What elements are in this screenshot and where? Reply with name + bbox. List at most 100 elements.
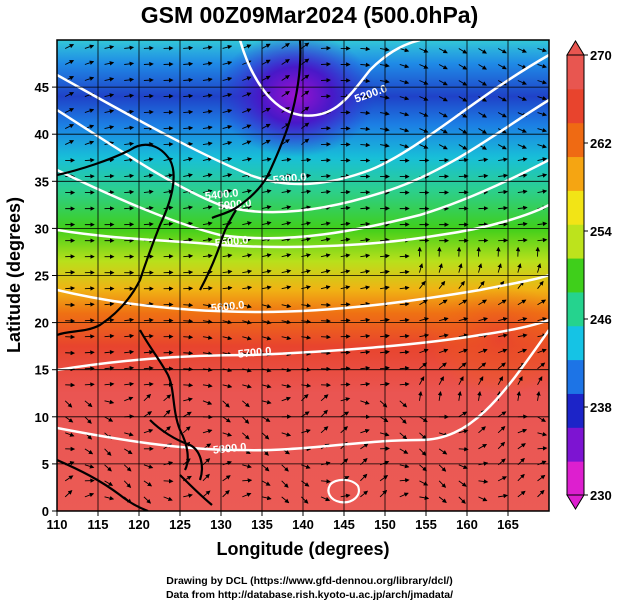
contour-label: 5300.0 [272,171,307,186]
wind-arrow [458,263,463,273]
wind-arrow [261,336,272,341]
wind-arrow [399,95,410,101]
chart-title: GSM 00Z09Mar2024 (500.0hPa) [140,2,479,28]
wind-arrow [320,496,331,502]
contour-line [57,203,549,249]
wind-arrow [163,157,174,162]
wind-arrow [301,42,310,49]
wind-arrow [281,237,292,242]
wind-arrow [419,376,425,385]
wind-arrow [360,142,371,148]
wind-arrow [379,489,388,498]
wind-arrow [537,317,548,322]
wind-arrow [124,125,135,131]
wind-arrow [242,253,253,258]
wind-arrow [202,125,213,130]
wind-arrow [458,128,468,134]
wind-arrow [183,318,194,324]
wind-arrow [458,362,467,370]
wind-arrow [320,269,331,274]
wind-arrow [242,157,252,162]
wind-arrow [379,79,390,84]
wind-arrow [261,269,272,274]
wind-arrow [340,411,350,418]
wind-arrow [438,263,443,273]
wind-arrow [360,381,371,387]
wind-arrow [84,44,95,49]
wind-arrow [360,126,371,132]
colorbar-segment [567,224,584,259]
coastline [139,329,189,471]
wind-arrow [242,108,252,113]
wind-arrow [124,189,135,195]
wind-arrow [360,62,371,68]
wind-arrow [340,189,351,195]
wind-arrow [143,382,154,387]
wind-arrow [399,285,410,291]
wind-arrow [419,333,430,338]
wind-arrow [281,189,292,194]
wind-arrow [143,173,154,178]
x-tick-label: 150 [374,517,396,532]
x-tick-label: 140 [292,517,314,532]
wind-arrow [320,426,329,434]
wind-arrow [360,349,371,355]
wind-arrow [537,95,547,101]
wind-arrow [380,349,390,355]
wind-arrow [399,492,409,498]
contour-line [57,318,549,372]
colorbar-segment [567,258,584,293]
coastline [199,209,237,291]
wind-arrow [242,92,252,97]
wind-arrow [202,490,211,498]
wind-arrow [124,61,135,67]
wind-arrow [301,106,310,113]
wind-arrow [261,384,272,389]
y-axis-ticks: 0 5 10 15 20 25 30 35 40 45 [35,80,57,519]
wind-arrow [340,269,351,274]
wind-arrow [458,280,465,289]
wind-arrow [281,496,290,504]
x-tick-label: 160 [456,517,478,532]
wind-arrow [380,253,390,259]
x-tick-label: 125 [169,517,191,532]
wind-arrow [163,409,171,418]
wind-arrow [478,80,487,86]
wind-arrow [379,95,390,100]
wind-arrow [222,44,233,50]
colorbar-segment [567,393,584,428]
wind-arrow [261,464,270,472]
wind-arrow [104,365,115,371]
wind-arrow [222,303,233,309]
wind-arrow [124,157,135,163]
wind-arrow [478,348,488,354]
wind-arrow [104,480,114,486]
wind-arrow [202,157,213,162]
wind-arrow [301,58,310,65]
wind-arrow [517,263,522,273]
wind-arrow [399,349,410,355]
wind-arrow [399,301,410,307]
wind-arrow [202,303,213,308]
wind-arrow [379,143,390,148]
wind-arrow [143,411,153,418]
wind-arrow [321,479,331,484]
wind-arrow [537,376,543,385]
wind-arrow [399,366,410,371]
wind-arrow [183,411,192,418]
wind-arrow [517,376,523,385]
wind-arrow [222,460,232,466]
wind-arrow [143,222,154,227]
wind-arrow [478,479,489,484]
wind-arrow [537,189,548,194]
wind-arrow [104,381,115,387]
wind-arrow [478,64,487,70]
y-axis-label: Latitude (degrees) [4,197,24,353]
wind-arrow [458,80,468,86]
wind-arrow [104,399,115,405]
wind-arrow [281,464,289,472]
wind-arrow [124,77,135,83]
wind-arrow [281,383,292,389]
wind-arrow [379,127,390,132]
wind-arrow [64,475,74,482]
